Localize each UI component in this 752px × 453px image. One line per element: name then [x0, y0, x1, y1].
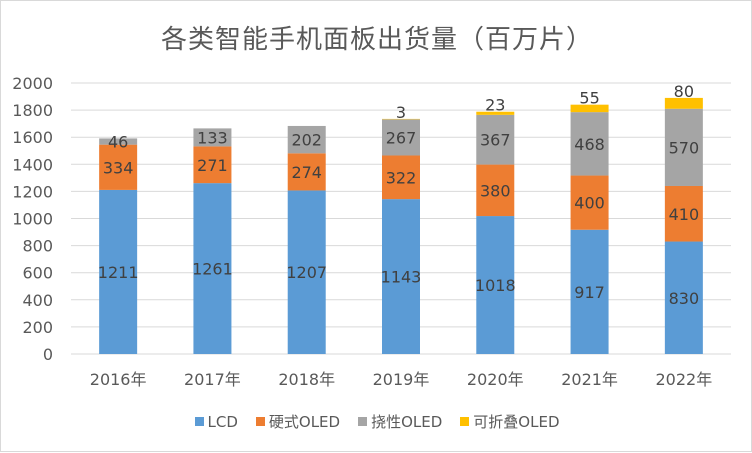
x-tick-label: 2022年: [655, 370, 712, 389]
legend-item: 可折叠OLED: [460, 411, 559, 432]
data-label: 274: [291, 163, 322, 182]
data-label: 334: [103, 158, 134, 177]
legend: LCD 硬式OLED 挠性OLED 可折叠OLED: [1, 411, 752, 432]
data-label: 271: [197, 156, 228, 175]
legend-item: 挠性OLED: [358, 411, 442, 432]
y-tick-label: 600: [22, 264, 53, 283]
data-label: 23: [485, 96, 505, 115]
data-label: 267: [386, 128, 417, 147]
y-tick-label: 200: [22, 318, 53, 337]
y-tick-label: 0: [43, 345, 53, 364]
data-label: 1211: [98, 263, 139, 282]
legend-swatch: [195, 417, 204, 426]
data-label: 917: [574, 283, 605, 302]
y-tick-label: 1400: [12, 155, 53, 174]
y-tick-label: 1600: [12, 128, 53, 147]
legend-label: 硬式OLED: [269, 411, 340, 432]
data-label: 133: [197, 128, 228, 147]
legend-swatch: [460, 417, 469, 426]
data-label: 3: [396, 103, 406, 122]
legend-item: LCD: [195, 411, 238, 432]
data-label: 1261: [192, 260, 233, 279]
y-tick-label: 400: [22, 291, 53, 310]
data-label: 380: [480, 181, 511, 200]
data-label: 1018: [475, 276, 516, 295]
legend-label: 挠性OLED: [371, 411, 442, 432]
data-label: 410: [669, 205, 700, 224]
y-tick-label: 1800: [12, 101, 53, 120]
x-tick-label: 2018年: [278, 370, 335, 389]
y-tick-label: 1000: [12, 210, 53, 229]
legend-swatch: [358, 417, 367, 426]
data-label: 322: [386, 168, 417, 187]
x-tick-label: 2021年: [561, 370, 618, 389]
x-tick-label: 2019年: [373, 370, 430, 389]
legend-swatch: [256, 417, 265, 426]
y-tick-label: 1200: [12, 182, 53, 201]
y-tick-label: 2000: [12, 74, 53, 93]
data-label: 80: [674, 82, 694, 101]
legend-label: 可折叠OLED: [473, 411, 559, 432]
data-label: 1207: [286, 263, 327, 282]
x-tick-label: 2016年: [90, 370, 147, 389]
data-label: 46: [108, 133, 128, 152]
data-label: 367: [480, 131, 511, 150]
data-label: 55: [579, 89, 599, 108]
data-label: 1143: [381, 268, 422, 287]
x-tick-label: 2020年: [467, 370, 524, 389]
x-tick-label: 2017年: [184, 370, 241, 389]
data-label: 830: [669, 289, 700, 308]
data-label: 400: [574, 194, 605, 213]
legend-item: 硬式OLED: [256, 411, 340, 432]
data-label: 570: [669, 138, 700, 157]
data-label: 468: [574, 135, 605, 154]
y-tick-label: 800: [22, 237, 53, 256]
legend-label: LCD: [208, 413, 238, 431]
data-label: 202: [291, 131, 322, 150]
